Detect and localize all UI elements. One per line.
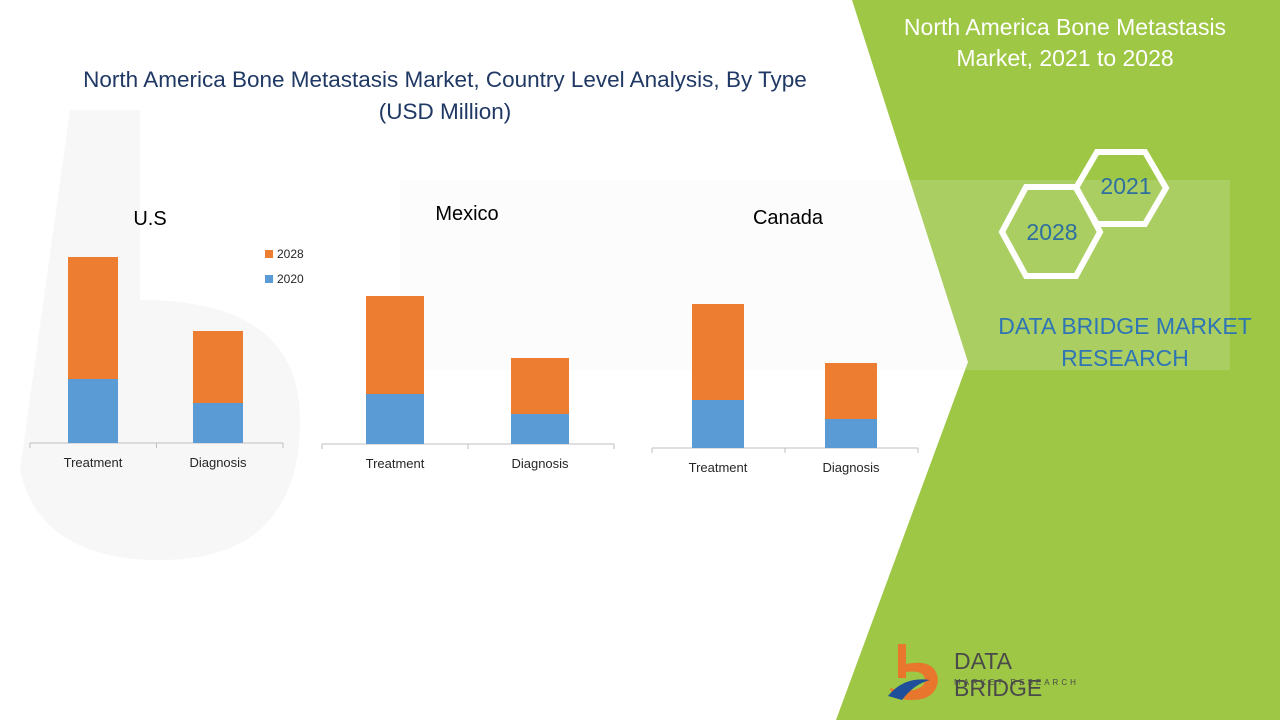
logo-name: DATA BRIDGE [954,648,1043,701]
category-label: Diagnosis [822,460,880,475]
bar-2028-diagnosis [825,363,877,419]
brand-text: DATA BRIDGE MARKET RESEARCH [960,310,1280,374]
chart-title-line2: (USD Million) [378,99,512,124]
category-label: Treatment [64,455,123,470]
logo-swoosh [888,679,930,700]
country-title: Mexico [435,203,498,225]
chart-title-line1: North America Bone Metastasis Market, Co… [83,67,807,92]
hexagon-badges [998,149,1170,279]
logo-mark-icon [888,644,938,700]
bar-2028-diagnosis [193,331,243,403]
side-title-line2: Market, 2021 to 2028 [956,45,1174,71]
bar-2028-treatment [692,304,744,400]
green-panel-shape [836,0,1280,720]
bar-2028-diagnosis [511,358,569,414]
side-title-line1: North America Bone Metastasis [903,14,1227,40]
country-title: Canada [753,207,824,229]
legend-label-2028: 2028 [277,247,304,261]
country-title: U.S [133,208,166,230]
chart-canada: Canada Treatment Diagnosis [651,207,919,475]
category-label: Diagnosis [189,455,247,470]
category-label: Treatment [689,460,748,475]
legend-label-2020: 2020 [277,272,304,286]
badge-2028: 2028 [1026,219,1078,245]
hexagon-2028-icon [998,184,1104,279]
side-panel-title: North America Bone Metastasis Market, 20… [872,12,1258,74]
bar-2020-diagnosis [825,419,877,448]
legend-swatch-2020 [265,275,273,283]
logo-subtitle: MARKET RESEARCH [954,678,1079,687]
logo-bar [898,644,906,678]
bar-2020-diagnosis [193,403,243,443]
bar-2028-treatment [68,257,118,379]
bar-2020-treatment [692,400,744,448]
bar-2020-treatment [68,379,118,443]
chart-mexico: Mexico Treatment Diagnosis [321,203,615,471]
category-label: Diagnosis [511,456,569,471]
category-label: Treatment [366,456,425,471]
chart-us: U.S Treatment Diagnosis 2028 2020 [29,208,304,470]
brand-line2: RESEARCH [1061,345,1189,371]
bar-2020-treatment [366,394,424,444]
brand-line1: DATA BRIDGE MARKET [998,313,1252,339]
bar-2020-diagnosis [511,414,569,444]
chart-title: North America Bone Metastasis Market, Co… [40,64,850,128]
badge-2021: 2021 [1100,173,1152,199]
bar-2028-treatment [366,296,424,394]
data-bridge-logo: DATA BRIDGE MARKET RESEARCH [884,640,1104,704]
legend-swatch-2028 [265,250,273,258]
